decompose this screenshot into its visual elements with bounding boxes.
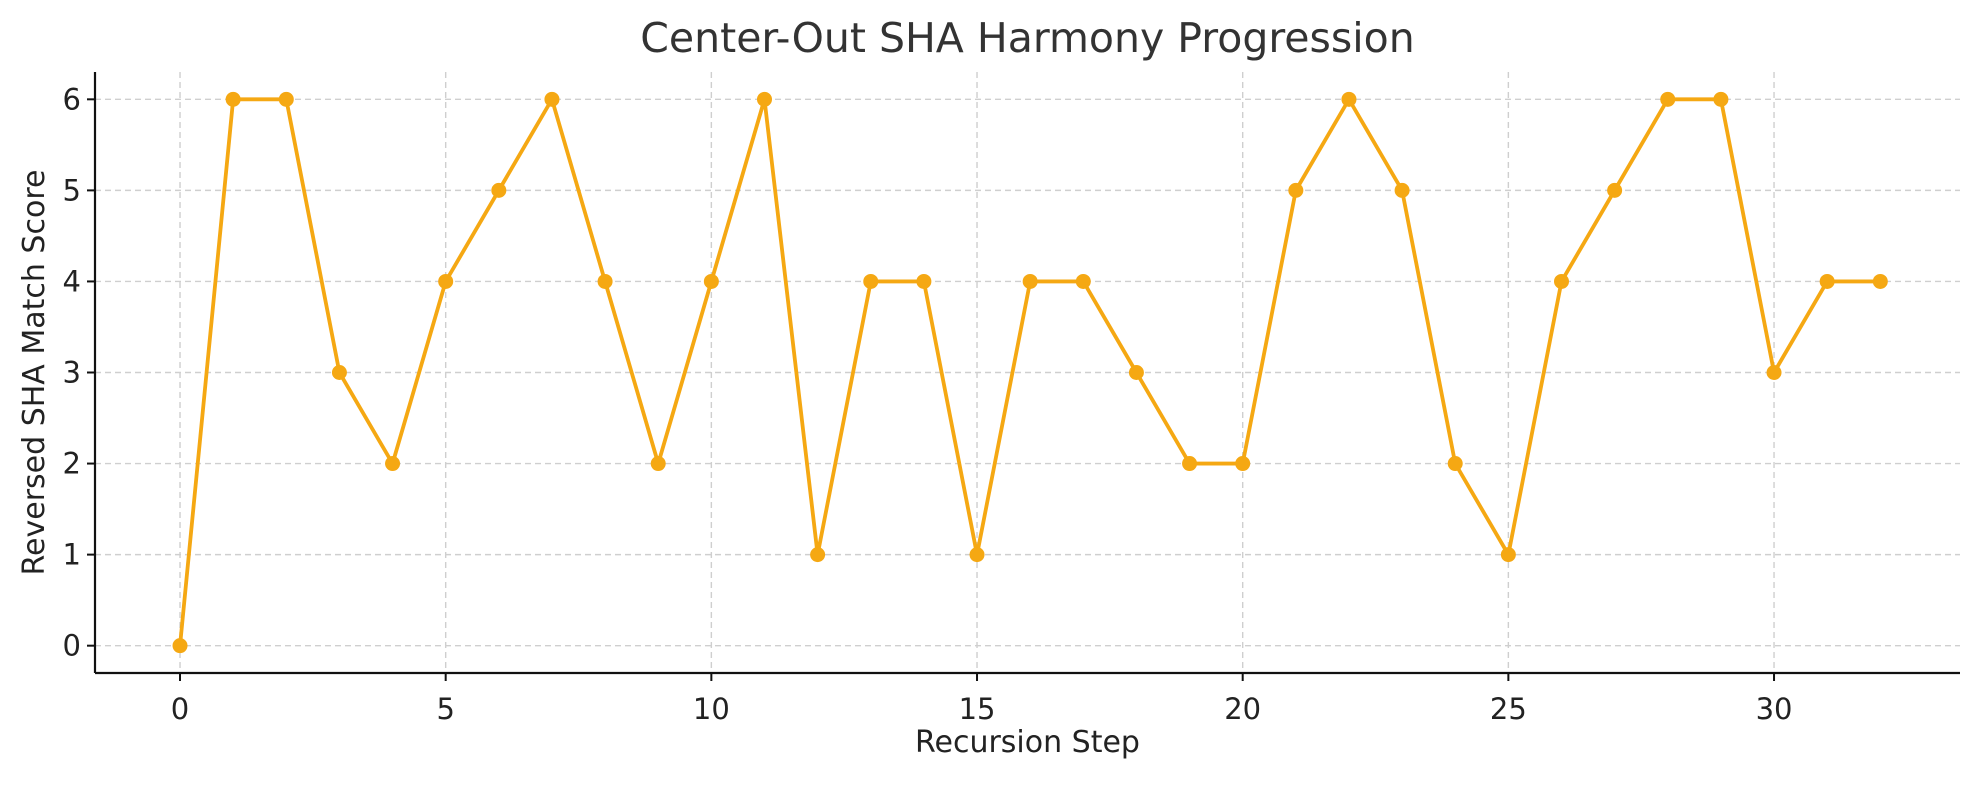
data-point (1766, 365, 1782, 380)
y-tick-label: 6 (63, 82, 81, 116)
data-point (1872, 273, 1888, 289)
data-point (969, 547, 985, 563)
data-point (1447, 456, 1463, 472)
x-tick-label: 30 (1756, 692, 1793, 726)
data-point (1713, 91, 1729, 107)
data-point (1288, 182, 1304, 198)
data-point (331, 365, 347, 380)
y-axis-label: Reversed SHA Match Score (17, 170, 52, 576)
data-point (1235, 456, 1251, 472)
data-point (1182, 456, 1198, 472)
x-tick-label: 0 (171, 692, 189, 726)
data-point (810, 547, 826, 563)
data-point (225, 91, 241, 107)
y-tick-label: 2 (63, 447, 81, 481)
data-point (1128, 365, 1144, 380)
data-point (756, 91, 772, 107)
x-tick-label: 10 (693, 692, 730, 726)
x-axis-label: Recursion Step (915, 725, 1140, 760)
data-point (1553, 273, 1569, 289)
series (172, 91, 1888, 654)
y-tick-label: 0 (63, 629, 81, 663)
data-point (916, 273, 932, 289)
y-tick-label: 1 (63, 538, 81, 572)
data-point (650, 456, 666, 472)
data-point (491, 182, 507, 198)
data-point (863, 273, 879, 289)
data-point (544, 91, 560, 107)
grid (95, 72, 1960, 673)
data-point (1075, 273, 1091, 289)
data-point (1607, 182, 1623, 198)
data-point (1341, 91, 1357, 107)
x-tick-label: 25 (1490, 692, 1527, 726)
data-point (1660, 91, 1676, 107)
data-point (438, 273, 454, 289)
data-point (385, 456, 401, 472)
x-tick-label: 5 (436, 692, 454, 726)
y-tick-label: 4 (63, 264, 81, 298)
ticks: 0 5 10 15 20 25 30 0 1 2 3 4 5 6 (63, 82, 1793, 726)
x-tick-label: 20 (1224, 692, 1261, 726)
data-point (1819, 273, 1835, 289)
y-tick-label: 3 (63, 356, 81, 390)
data-point (1022, 273, 1038, 289)
x-tick-label: 15 (959, 692, 996, 726)
data-point (703, 273, 719, 289)
data-point (278, 91, 294, 107)
data-point (597, 273, 613, 289)
y-tick-label: 5 (63, 173, 81, 207)
data-point (1394, 182, 1410, 198)
data-point (1500, 547, 1516, 563)
data-point (172, 638, 188, 654)
chart-title: Center-Out SHA Harmony Progression (640, 14, 1414, 62)
